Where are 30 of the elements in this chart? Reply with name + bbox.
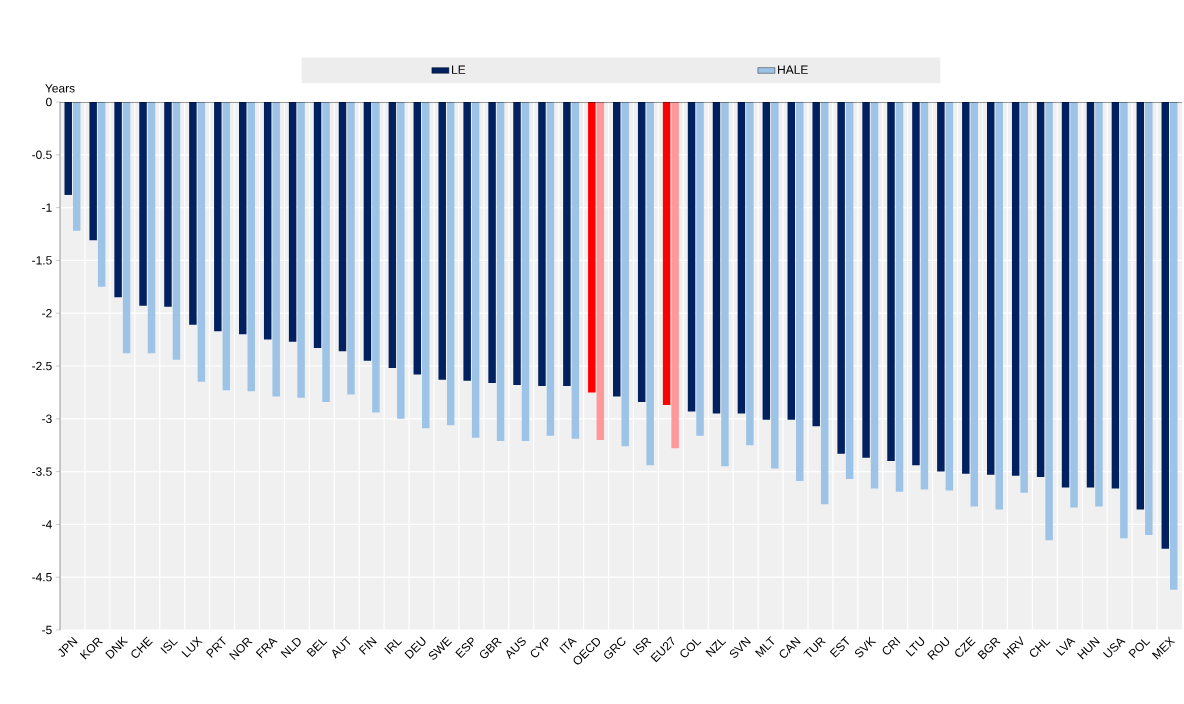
x-tick-label: BEL [306,639,328,658]
y-tick-label: -4.5 [32,573,52,582]
y-axis-title: Years [45,84,75,93]
x-tick-label: CRI [882,636,901,655]
x-tick-label: NLD [280,637,301,658]
x-tick-label: ISL [160,639,178,654]
y-tick-label: -1 [42,203,52,212]
x-tick-label: TUR [803,637,826,657]
y-tick-label: -2 [42,309,52,318]
x-tick-label: CHL [1029,639,1051,657]
y-tick-label: 0 [46,97,52,107]
y-tick-label: -3 [42,414,52,424]
x-tick-label: FIN [358,636,377,655]
y-tick-label: -4 [42,520,52,529]
x-tick-label: LVA [1055,638,1076,656]
x-tick-label: COL [680,639,702,658]
x-tick-label: JPN [58,636,78,657]
x-tick-label: FRA [255,638,278,658]
x-tick-label: ISR [632,637,652,656]
y-tick-label: -5 [42,625,52,635]
x-tick-label: POL [1128,639,1151,659]
x-tick-label: NZL [705,639,727,658]
y-tick-label: -3.5 [32,467,52,476]
y-tick-label: -2.5 [32,361,52,371]
legend-label: HALE [778,65,808,74]
x-tick-label: USA [1103,638,1126,658]
y-tick-label: -1.5 [32,256,52,265]
x-tick-label: IRL [384,639,403,655]
y-tick-label: -0.5 [32,150,52,160]
legend-label: LE [452,65,466,74]
